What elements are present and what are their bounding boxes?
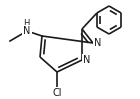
- Text: N: N: [23, 26, 31, 36]
- Text: H: H: [23, 20, 29, 29]
- Text: Cl: Cl: [52, 88, 62, 98]
- Text: N: N: [94, 38, 101, 48]
- Text: N: N: [83, 55, 90, 65]
